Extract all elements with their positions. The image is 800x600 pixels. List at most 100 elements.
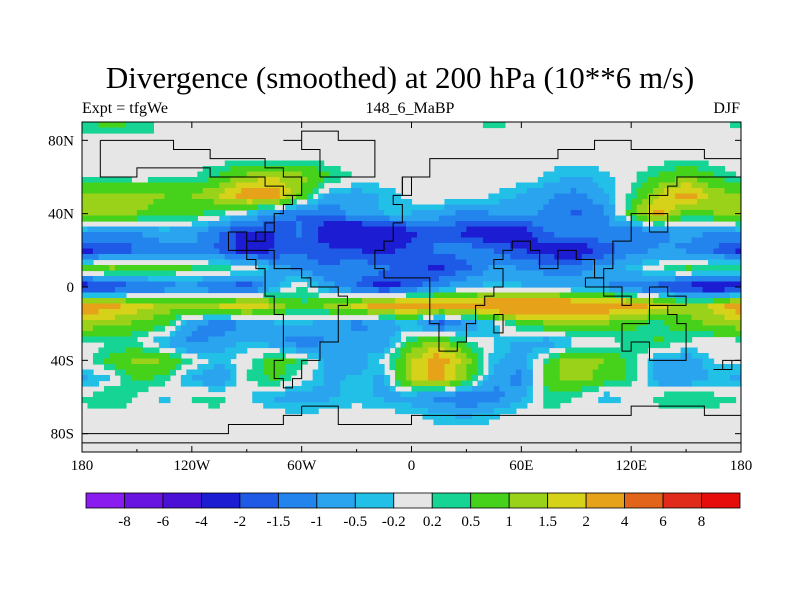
contour-fill [98, 347, 127, 354]
contour-fill [636, 193, 649, 200]
contour-fill [191, 193, 220, 200]
contour-fill [548, 386, 583, 393]
contour-fill [395, 364, 407, 371]
contour-fill [131, 375, 154, 382]
contour-fill [537, 259, 583, 266]
contour-fill [455, 386, 473, 393]
contour-fill [543, 226, 643, 233]
contour-fill [592, 265, 627, 272]
colorbar-swatch [316, 492, 356, 509]
contour-fill [735, 325, 741, 332]
contour-fill [526, 386, 533, 393]
contour-fill [131, 243, 215, 250]
contour-fill [609, 281, 660, 288]
contour-fill [82, 232, 144, 239]
contour-fill [169, 226, 209, 233]
contour-fill [653, 397, 737, 404]
contour-fill [263, 358, 297, 365]
contour-fill [92, 248, 133, 255]
contour-fill [675, 204, 741, 211]
contour-fill [202, 276, 286, 283]
contour-fill [406, 375, 413, 382]
contour-fill [636, 204, 649, 211]
contour-fill [713, 210, 741, 217]
contour-fill [230, 221, 264, 228]
contour-fill [208, 320, 237, 327]
contour-fill [658, 243, 676, 250]
colorbar-swatch [585, 492, 625, 509]
contour-fill [691, 281, 741, 288]
contour-fill [664, 210, 671, 217]
contour-fill [406, 336, 418, 343]
contour-fill [647, 210, 654, 217]
contour-fill [724, 303, 741, 310]
contour-fill [82, 259, 94, 266]
contour-fill [318, 287, 330, 294]
colorbar-swatch [547, 492, 587, 509]
contour-fill [598, 182, 616, 189]
contour-fill [312, 320, 352, 327]
contour-fill [98, 309, 138, 316]
contour-fill [455, 391, 506, 398]
contour-fill [389, 287, 418, 294]
contour-fill [669, 215, 682, 222]
contour-fill [444, 375, 457, 382]
contour-fill [400, 347, 413, 354]
contour-fill [658, 292, 676, 299]
contour-fill [362, 402, 413, 409]
contour-fill [411, 347, 429, 354]
contour-fill [389, 353, 402, 360]
contour-fill [735, 226, 741, 233]
contour-fill [543, 204, 605, 211]
contour-fill [625, 369, 638, 376]
colorbar-swatch [124, 492, 164, 509]
contour-fill [543, 369, 561, 376]
contour-fill [713, 331, 741, 338]
contour-fill [526, 358, 533, 365]
contour-fill [433, 292, 478, 299]
season-label: DJF [713, 100, 740, 117]
contour-fill [581, 259, 616, 266]
contour-fill [691, 380, 741, 387]
contour-fill [406, 369, 413, 376]
contour-fill [466, 276, 676, 283]
contour-fill [312, 188, 319, 195]
contour-fill [268, 298, 303, 305]
contour-fill [246, 210, 259, 217]
contour-fill [471, 347, 484, 354]
colorbar-label: -2 [234, 514, 247, 530]
contour-fill [543, 320, 610, 327]
contour-fill [735, 248, 741, 255]
contour-fill [230, 177, 259, 184]
contour-fill [241, 188, 281, 195]
contour-fill [422, 325, 440, 332]
contour-fill [488, 210, 539, 217]
contour-fill [219, 303, 270, 310]
contour-fill [526, 353, 539, 360]
contour-fill [180, 375, 193, 382]
contour-fill [103, 364, 116, 371]
contour-fill [510, 254, 555, 261]
contour-fill [543, 397, 572, 404]
contour-fill [493, 369, 517, 376]
contour-fill [395, 298, 484, 305]
contour-fill [647, 193, 660, 200]
contour-fill [395, 331, 402, 338]
contour-fill [285, 336, 325, 343]
contour-fill [362, 221, 407, 228]
contour-fill [285, 309, 330, 316]
contour-fill [263, 402, 352, 409]
contour-fill [257, 265, 270, 272]
contour-fill [395, 369, 407, 376]
contour-fill [180, 358, 193, 365]
contour-fill [658, 171, 715, 178]
colorbar-swatch [393, 492, 433, 509]
contour-fill [526, 391, 533, 398]
contour-fill [345, 215, 391, 222]
contour-fill [416, 314, 424, 321]
contour-fill [697, 166, 726, 173]
contour-fill [482, 298, 572, 305]
contour-fill [384, 210, 413, 217]
contour-fill [614, 215, 627, 222]
contour-fill [395, 309, 418, 316]
